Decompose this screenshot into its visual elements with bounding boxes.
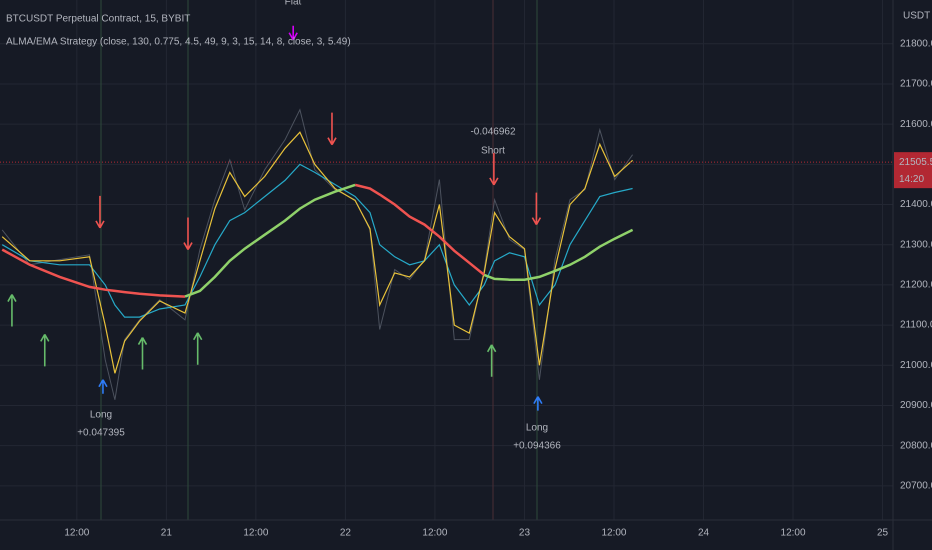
x-tick-label: 22 bbox=[340, 528, 352, 539]
signal-arrow bbox=[193, 332, 203, 365]
y-tick-label: 21200.0 bbox=[900, 280, 932, 291]
grid bbox=[0, 0, 893, 520]
trade-annotation: Short bbox=[481, 146, 505, 157]
series-line bbox=[354, 183, 485, 276]
trade-annotation: Long bbox=[90, 410, 112, 421]
trade-annotation: Long bbox=[526, 423, 548, 434]
last-price-box bbox=[894, 152, 932, 189]
x-tick-label: 12:00 bbox=[781, 528, 806, 539]
series-line bbox=[1, 131, 634, 374]
y-tick-label: 21700.0 bbox=[900, 79, 932, 90]
last-price-label: 21505.5 bbox=[899, 157, 932, 168]
x-tick-label: 24 bbox=[698, 528, 710, 539]
series-line bbox=[1, 163, 633, 318]
signal-arrow bbox=[183, 217, 193, 250]
x-tick-label: 12:00 bbox=[422, 528, 447, 539]
x-tick-label: 25 bbox=[877, 528, 889, 539]
signal-arrow bbox=[137, 337, 148, 370]
y-tick-label: 20700.0 bbox=[900, 480, 932, 491]
x-tick-label: 12:00 bbox=[243, 528, 268, 539]
plot-area bbox=[1, 25, 634, 411]
y-tick-label: 21800.0 bbox=[900, 38, 932, 49]
y-tick-label: 21300.0 bbox=[900, 239, 932, 250]
y-tick-label: 20900.0 bbox=[900, 400, 932, 411]
chart-title: BTCUSDT Perpetual Contract, 15, BYBIT bbox=[6, 14, 190, 25]
trade-annotation: Flat bbox=[285, 0, 302, 8]
indicator-label: ALMA/EMA Strategy (close, 130, 0.775, 4.… bbox=[6, 37, 351, 48]
signal-arrow bbox=[40, 333, 50, 367]
y-tick-label: 21000.0 bbox=[900, 360, 932, 371]
y-tick-label: 21600.0 bbox=[900, 119, 932, 130]
countdown-label: 14:20 bbox=[899, 174, 924, 185]
signal-arrow bbox=[533, 396, 543, 411]
signal-arrow bbox=[288, 25, 298, 41]
x-tick-label: 12:00 bbox=[64, 528, 89, 539]
series-line bbox=[1, 248, 186, 298]
signal-arrow bbox=[7, 294, 17, 327]
y-tick-label: 21100.0 bbox=[900, 320, 932, 331]
signal-arrow bbox=[95, 195, 105, 229]
series-line bbox=[1, 108, 634, 400]
signal-arrow bbox=[98, 379, 108, 394]
trade-annotation: +0.094366 bbox=[513, 441, 561, 452]
x-tick-label: 23 bbox=[519, 528, 531, 539]
signal-arrow bbox=[489, 152, 499, 186]
series-line bbox=[483, 228, 634, 281]
x-tick-label: 12:00 bbox=[601, 528, 626, 539]
trade-annotation: +0.047395 bbox=[77, 428, 125, 439]
series-line bbox=[184, 183, 356, 298]
y-tick-label: 21400.0 bbox=[900, 199, 932, 210]
y-tick-label: 20800.0 bbox=[900, 440, 932, 451]
signal-arrow bbox=[327, 112, 337, 146]
signal-arrow bbox=[486, 344, 497, 377]
trade-annotation: -0.046962 bbox=[470, 127, 515, 138]
y-unit: USDT bbox=[903, 11, 930, 22]
signal-arrow bbox=[531, 192, 542, 226]
x-tick-label: 21 bbox=[161, 528, 173, 539]
